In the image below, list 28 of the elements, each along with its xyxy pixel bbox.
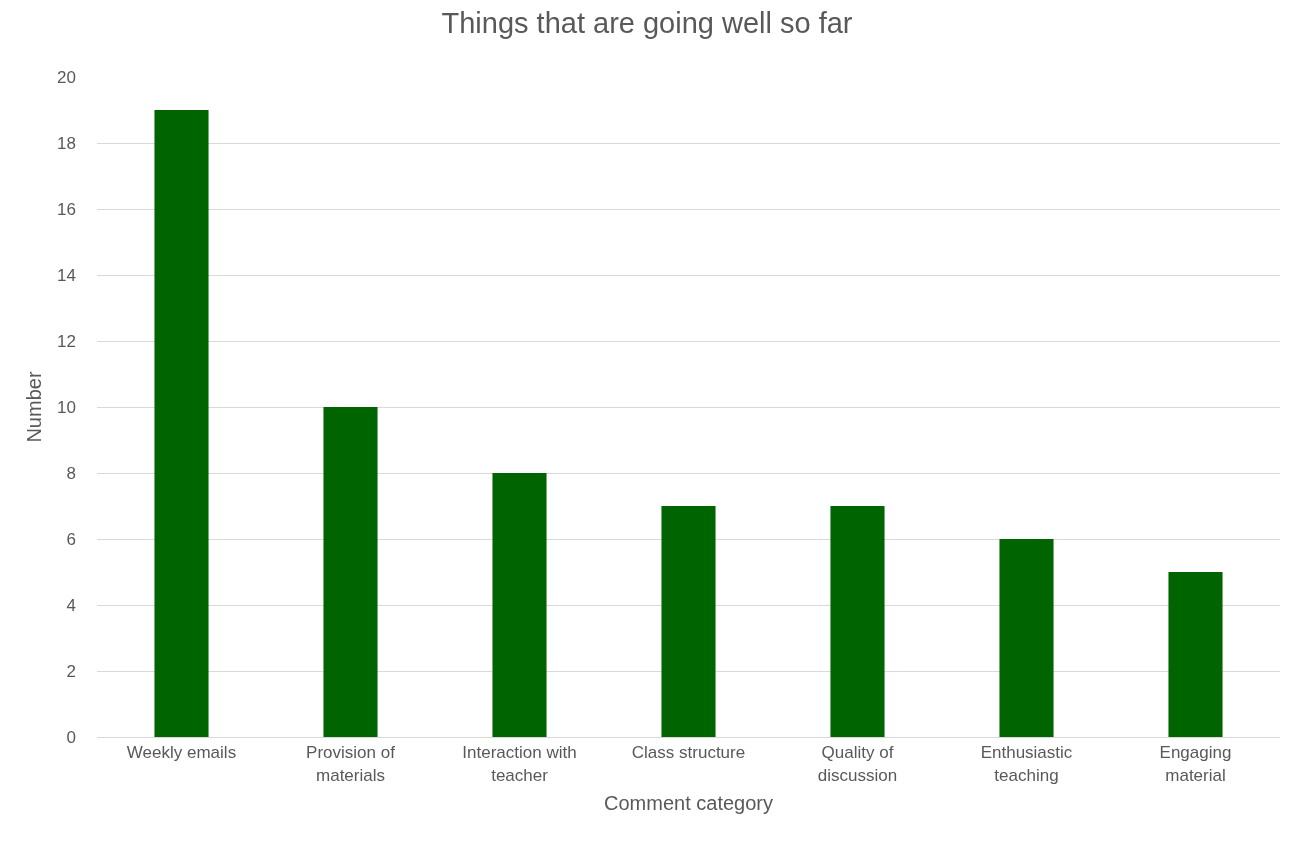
bar — [830, 506, 885, 737]
y-tick-label: 2 — [66, 661, 76, 681]
x-tick-label: Provision of materials — [306, 743, 396, 785]
bar — [999, 539, 1054, 737]
x-tick-label: Weekly emails — [126, 743, 237, 763]
x-tick-label: Interaction with teacher — [462, 743, 577, 785]
y-tick-label: 6 — [66, 529, 76, 549]
y-tick-label: 18 — [57, 133, 76, 153]
bar — [154, 110, 209, 737]
y-axis-title: Number — [22, 371, 45, 443]
bar — [492, 473, 547, 737]
x-tick-label: Enthusiastic teaching — [980, 743, 1073, 785]
y-tick-label: 8 — [66, 463, 76, 483]
y-tick-label: 10 — [57, 397, 76, 417]
y-tick-label: 14 — [57, 265, 76, 285]
y-tick-label: 4 — [66, 595, 76, 615]
bar — [1168, 572, 1223, 737]
y-tick-label: 12 — [57, 331, 76, 351]
bar — [323, 407, 378, 737]
bar — [661, 506, 716, 737]
y-tick-label: 0 — [66, 727, 76, 747]
x-tick-label: Engaging material — [1159, 743, 1232, 785]
x-tick-label: Class structure — [631, 743, 746, 763]
chart-title: Things that are going well so far — [441, 7, 853, 40]
x-axis-title: Comment category — [604, 792, 773, 814]
y-tick-label: 20 — [57, 67, 76, 87]
y-tick-label: 16 — [57, 199, 76, 219]
x-tick-label: Quality of discussion — [817, 743, 898, 785]
